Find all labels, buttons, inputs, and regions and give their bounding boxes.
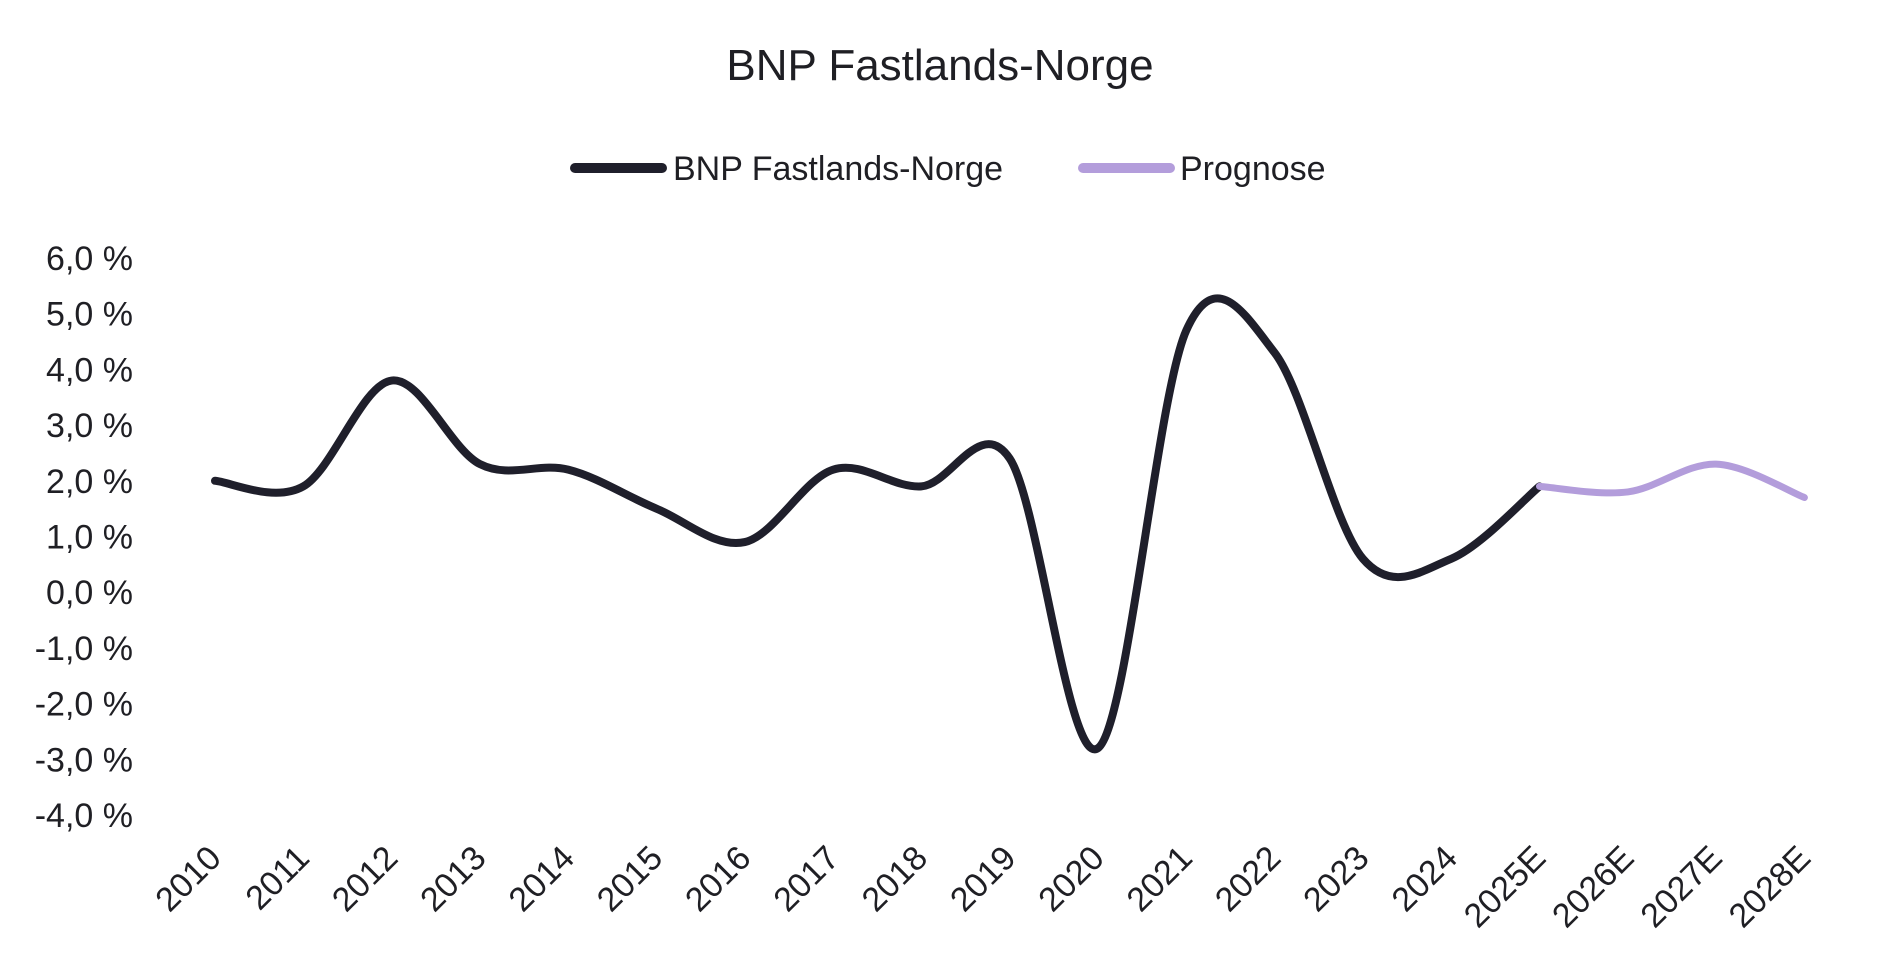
bnp-data-point: [1006, 455, 1014, 463]
bnp-data-point: [1271, 349, 1279, 357]
y-tick-label: -3,0 %: [35, 741, 133, 779]
y-tick-label: 2,0 %: [46, 463, 133, 501]
x-tick-label: 2023: [1296, 839, 1376, 919]
bnp-data-point: [211, 477, 219, 485]
bnp-data-point: [741, 538, 749, 546]
x-tick-label: 2012: [325, 839, 405, 919]
y-tick-label: 0,0 %: [46, 574, 133, 612]
x-tick-label: 2017: [766, 839, 846, 919]
x-tick-label: 2022: [1208, 839, 1288, 919]
bnp-data-point: [1359, 555, 1367, 563]
bnp-data-point: [1447, 555, 1455, 563]
y-tick-label: 4,0 %: [46, 351, 133, 389]
x-tick-label: 2025E: [1457, 839, 1553, 935]
y-tick-label: 3,0 %: [46, 407, 133, 445]
x-tick-label: 2021: [1120, 839, 1200, 919]
legend-label-bnp: BNP Fastlands-Norge: [673, 150, 1003, 188]
bnp-data-point: [388, 377, 396, 385]
x-tick-label: 2020: [1031, 839, 1111, 919]
x-tick-label: 2010: [148, 839, 228, 919]
x-tick-label: 2028E: [1722, 839, 1818, 935]
bnp-data-point: [1182, 326, 1190, 334]
chart-title: BNP Fastlands-Norge: [726, 41, 1153, 90]
y-tick-label: -4,0 %: [35, 797, 133, 835]
prognose-data-point: [1536, 482, 1544, 490]
x-tick-label: 2014: [502, 839, 582, 919]
bnp-data-point: [653, 505, 661, 513]
series-line-bnp: [211, 294, 1544, 754]
y-tick-label: -1,0 %: [35, 630, 133, 668]
x-tick-label: 2024: [1385, 839, 1465, 919]
bnp-data-point: [917, 482, 925, 490]
series-line-prognose: [1536, 460, 1808, 502]
prognose-data-point: [1712, 460, 1720, 468]
x-tick-label: 2013: [413, 839, 493, 919]
x-tick-label: 2026E: [1545, 839, 1641, 935]
bnp-data-point: [564, 466, 572, 474]
y-axis: 6,0 % 5,0 % 4,0 % 3,0 % 2,0 % 1,0 % 0,0 % -1,0 …: [35, 240, 133, 835]
x-axis: 2010 2011 2012 2013 2014 2015 2016 2017 2018 2019…: [148, 839, 1818, 935]
x-tick-label: 2018: [855, 839, 935, 919]
bnp-data-point: [1094, 744, 1102, 752]
y-tick-label: 5,0 %: [46, 296, 133, 334]
bnp-data-point: [476, 460, 484, 468]
bnp-data-point: [829, 466, 837, 474]
x-tick-label: 2019: [943, 839, 1023, 919]
prognose-data-point: [1624, 488, 1632, 496]
x-tick-label: 2011: [238, 839, 317, 918]
bnp-data-point: [299, 482, 307, 490]
legend-label-prognose: Prognose: [1180, 150, 1326, 188]
legend: BNP Fastlands-Norge Prognose: [570, 150, 1326, 188]
x-tick-label: 2027E: [1633, 839, 1729, 935]
series-layer: [211, 294, 1808, 754]
x-tick-label: 2015: [590, 839, 670, 919]
prognose-data-point: [1800, 494, 1808, 502]
y-tick-label: -2,0 %: [35, 686, 133, 724]
y-tick-label: 6,0 %: [46, 240, 133, 278]
x-tick-label: 2016: [678, 839, 758, 919]
y-tick-label: 1,0 %: [46, 519, 133, 557]
